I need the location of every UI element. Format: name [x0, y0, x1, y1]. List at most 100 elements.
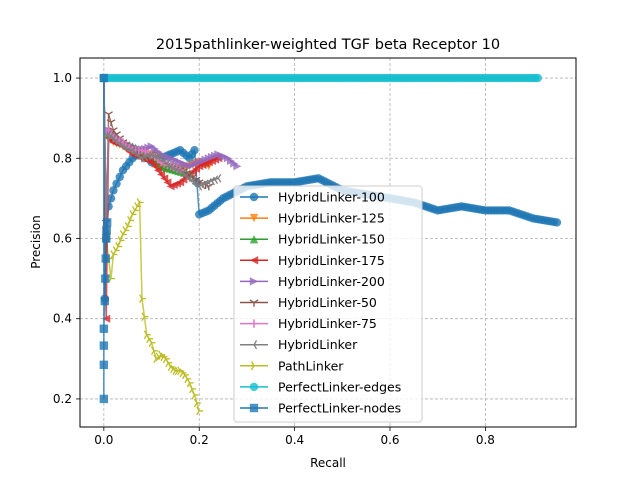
data-point [207, 176, 215, 186]
x-axis-label: Recall [310, 456, 346, 470]
data-point [211, 175, 219, 184]
series-perfectlinker-edges [99, 73, 543, 83]
legend-label: PerfectLinker-edges [278, 379, 401, 394]
data-point [147, 158, 156, 167]
data-point [153, 152, 161, 162]
legend-item: HybridLinker-175 [240, 253, 385, 268]
data-point [166, 161, 174, 171]
ticks: 0.0 0.2 0.4 0.6 0.8 0.2 0.4 0.6 0.8 1.0 [53, 71, 495, 447]
legend-item: HybridLinker-125 [240, 211, 385, 226]
data-point [100, 296, 109, 306]
legend-marker [249, 277, 259, 286]
data-point [128, 145, 136, 155]
data-point [176, 165, 184, 175]
x-tick-label: 0.6 [380, 433, 399, 447]
legend-marker [249, 299, 259, 307]
data-point [112, 136, 120, 146]
data-point [115, 172, 124, 182]
data-point [138, 153, 145, 163]
legend-item: HybridLinker-100 [240, 190, 385, 205]
data-point [109, 186, 118, 195]
legend-label: HybridLinker [278, 337, 358, 352]
legend-item: PerfectLinker-edges [240, 379, 401, 394]
data-point [157, 170, 166, 179]
legend-item: PerfectLinker-nodes [240, 401, 401, 416]
y-tick-label: 0.6 [53, 231, 72, 245]
data-point [117, 236, 125, 245]
legend-label: HybridLinker-100 [278, 190, 385, 205]
legend-label: HybridLinker-50 [278, 295, 377, 310]
x-tick-label: 0.0 [94, 433, 113, 447]
data-point [99, 394, 109, 404]
data-point [188, 176, 196, 186]
x-tick-label: 0.8 [476, 433, 495, 447]
data-point [157, 153, 165, 163]
data-point [163, 159, 171, 168]
data-point [198, 180, 206, 190]
data-point [182, 171, 190, 180]
data-point [144, 151, 152, 160]
data-point [196, 406, 204, 416]
data-point [190, 146, 199, 155]
data-point [115, 242, 123, 251]
legend-marker [249, 340, 258, 350]
legend-label: HybridLinker-200 [278, 274, 385, 289]
data-point [131, 148, 139, 158]
legend-box [233, 185, 423, 423]
data-point [191, 390, 199, 400]
legend-marker [249, 235, 259, 244]
data-point [102, 234, 111, 243]
data-point [192, 179, 200, 189]
data-point [552, 218, 562, 227]
data-point [233, 162, 242, 171]
data-point [139, 294, 146, 303]
legend-item: HybridLinker [240, 337, 358, 352]
data-point [99, 73, 109, 83]
data-point [189, 384, 197, 394]
legend-label: PathLinker [278, 358, 344, 373]
data-point [134, 151, 142, 160]
data-point [185, 173, 193, 183]
data-point [163, 178, 172, 187]
y-tick-label: 1.0 [53, 71, 72, 85]
data-point [104, 111, 113, 119]
data-point [141, 312, 149, 322]
legend-item: HybridLinker-150 [240, 232, 385, 247]
legend-item: HybridLinker-50 [240, 295, 377, 310]
data-point [148, 338, 156, 348]
data-point [201, 179, 209, 189]
data-point [102, 218, 112, 227]
data-point [112, 179, 121, 188]
data-point [124, 222, 132, 231]
x-tick-label: 0.4 [285, 433, 304, 447]
legend-marker [249, 256, 259, 265]
series-perfectlinker-nodes [99, 73, 112, 404]
data-point [102, 226, 111, 235]
data-point [193, 398, 201, 408]
data-point [204, 178, 212, 187]
y-tick-label: 0.8 [53, 151, 72, 165]
data-point [160, 174, 169, 183]
legend-marker [249, 213, 259, 223]
axes-frame [79, 57, 577, 428]
data-point [153, 166, 162, 175]
legend-label: HybridLinker-125 [278, 211, 385, 226]
data-point [122, 143, 130, 152]
data-point [147, 149, 155, 159]
data-point [136, 198, 144, 207]
legend-label: PerfectLinker-nodes [278, 401, 401, 416]
legend-item: HybridLinker-200 [240, 274, 385, 289]
legend-item: HybridLinker-75 [240, 316, 377, 331]
legend-marker [249, 403, 259, 413]
y-tick-label: 0.4 [53, 312, 72, 326]
data-point [179, 168, 187, 178]
x-tick-label: 0.2 [190, 433, 209, 447]
data-point [186, 378, 194, 388]
legend-marker [250, 361, 259, 371]
data-point [160, 156, 168, 166]
data-point [118, 141, 126, 151]
legend-label: HybridLinker-75 [278, 316, 377, 331]
data-point [101, 254, 110, 263]
data-point [104, 126, 113, 135]
